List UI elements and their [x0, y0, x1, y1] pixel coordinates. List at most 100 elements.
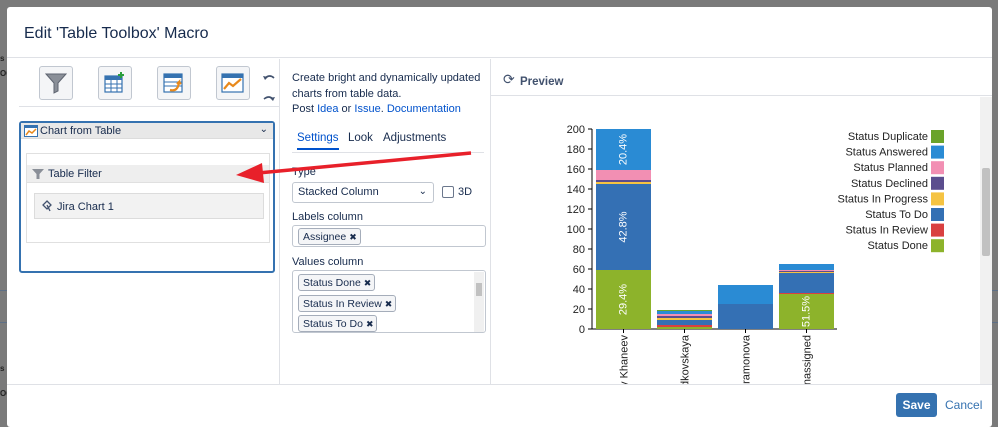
preview-scrollbar[interactable]	[980, 97, 992, 384]
legend-label: Status Declined	[851, 178, 928, 190]
macro-editor-dialog: Edit 'Table Toolbox' Macro	[7, 7, 992, 427]
preview-title: Preview	[520, 76, 564, 88]
labels-column-field[interactable]: Assignee ✖	[292, 225, 486, 247]
y-tick-label: 140	[567, 184, 585, 196]
post-prefix: Post	[292, 103, 318, 115]
data-label: 20.4%	[617, 134, 629, 165]
jira-chart-macro[interactable]: Jira Chart 1	[34, 193, 264, 219]
three-d-checkbox[interactable]	[442, 186, 454, 198]
background-text: OG	[0, 69, 12, 78]
values-column-tag: Status Done ✖	[298, 274, 376, 291]
x-tick-label: Unassigned	[802, 335, 814, 384]
bar-segment	[779, 293, 834, 294]
cancel-button[interactable]: Cancel	[945, 398, 983, 412]
table-filter-label: Table Filter	[48, 168, 102, 180]
dialog-title: Edit 'Table Toolbox' Macro	[24, 25, 209, 42]
chart-from-table-button[interactable]	[216, 66, 250, 100]
bar-segment	[596, 129, 651, 170]
values-scrollbar[interactable]	[474, 272, 484, 332]
legend-swatch	[931, 239, 944, 253]
tab-adjustments[interactable]: Adjustments	[383, 132, 447, 144]
table-filter-macro[interactable]: Table Filter	[27, 165, 269, 183]
legend-label: Status Planned	[853, 162, 928, 174]
scrollbar-thumb[interactable]	[982, 168, 990, 256]
scrollbar-thumb[interactable]	[476, 283, 482, 296]
bar-segment	[657, 327, 712, 329]
remove-icon[interactable]: ✖	[384, 299, 393, 309]
bar-segment	[779, 270, 834, 271]
values-column-field[interactable]: Status Done ✖ Status In Review ✖ Status To…	[292, 270, 486, 333]
or-text: or	[338, 103, 355, 115]
tabs-divider	[292, 152, 484, 153]
preview-header: ⟳ Preview	[491, 59, 992, 96]
chart-from-table-header[interactable]: Chart from Table ⌄	[21, 123, 273, 139]
remove-icon[interactable]: ✖	[365, 319, 374, 329]
bar-segment	[779, 272, 834, 273]
redo-icon[interactable]	[261, 93, 277, 107]
data-label: 29.4%	[617, 284, 629, 315]
preview-panel: ⟳ Preview 0 20 40 60 80 100 120 140 160 180 200 29.…	[491, 59, 992, 384]
legend-swatch	[931, 223, 944, 237]
data-label: 42.8%	[617, 211, 629, 242]
remove-icon[interactable]: ✖	[349, 232, 357, 242]
chart-from-table-macro[interactable]: Chart from Table ⌄ Table Filter Jira Cha…	[19, 121, 275, 273]
y-tick-label: 40	[573, 284, 585, 296]
bar-segment	[596, 170, 651, 180]
bar-segment	[657, 311, 712, 314]
idea-link[interactable]: Idea	[317, 103, 339, 115]
legend-swatch	[931, 176, 944, 190]
bar-segment	[657, 318, 712, 320]
tab-settings[interactable]: Settings	[297, 132, 339, 150]
bar-segment	[718, 285, 773, 304]
y-tick-label: 0	[579, 324, 585, 336]
dot-text: .	[380, 103, 387, 115]
save-button[interactable]: Save	[896, 393, 937, 417]
chart-from-table-body: Table Filter Jira Chart 1	[26, 153, 270, 243]
issue-link[interactable]: Issue	[354, 103, 381, 115]
legend-label: Status Duplicate	[848, 131, 928, 143]
legend-label: Status Answered	[845, 147, 928, 159]
jira-chart-label: Jira Chart 1	[57, 201, 114, 213]
dialog-header: Edit 'Table Toolbox' Macro	[7, 7, 992, 58]
bar-segment	[779, 271, 834, 272]
bar-segment	[596, 180, 651, 182]
bar-segment	[779, 294, 834, 329]
stacked-column-chart: 0 20 40 60 80 100 120 140 160 180 200 29.4% 42.8% 20.…	[567, 124, 944, 384]
bar-segment	[779, 273, 834, 293]
type-label: Type	[292, 166, 316, 178]
remove-icon[interactable]: ✖	[363, 278, 372, 288]
table-transformer-button[interactable]	[157, 66, 191, 100]
tag-label: Status To Do	[303, 318, 363, 330]
bar-segment	[657, 314, 712, 316]
y-tick-label: 200	[567, 124, 585, 136]
refresh-icon[interactable]: ⟳	[503, 71, 515, 87]
bar-segment	[657, 325, 712, 327]
background-text: OG	[0, 389, 12, 398]
values-column-tag: Status In Review ✖	[298, 295, 397, 312]
labels-column-label: Labels column	[292, 211, 363, 223]
three-d-label: 3D	[458, 186, 473, 198]
pivot-table-button[interactable]	[98, 66, 132, 100]
undo-icon[interactable]	[261, 73, 277, 87]
documentation-link[interactable]: Documentation	[386, 103, 461, 115]
y-tick-label: 180	[567, 144, 585, 156]
pivot-table-icon	[104, 72, 124, 93]
x-tick-label: ...udkovskaya	[680, 334, 692, 384]
legend-label: Status In Review	[845, 225, 928, 237]
table-transformer-icon	[163, 73, 183, 93]
legend-label: Status In Progress	[838, 193, 929, 205]
tab-look[interactable]: Look	[348, 132, 373, 144]
chart-type-select[interactable]: Stacked Column ⌄	[292, 182, 434, 203]
y-tick-label: 80	[573, 244, 585, 256]
table-filter-icon	[44, 73, 68, 94]
macro-structure-panel: Chart from Table ⌄ Table Filter Jira Cha…	[7, 59, 280, 384]
chart-from-table-label: Chart from Table	[40, 125, 122, 137]
table-filter-button[interactable]	[39, 66, 73, 100]
legend-label: Status Done	[867, 240, 928, 252]
values-column-tag: Status To Do ✖	[298, 315, 378, 332]
chevron-down-icon[interactable]: ⌄	[259, 124, 268, 135]
description-text: Create bright and dynamically updated ch…	[292, 72, 481, 100]
chart-from-table-icon	[221, 73, 244, 93]
chart-type-value: Stacked Column	[298, 186, 379, 198]
bar-segment	[596, 184, 651, 270]
